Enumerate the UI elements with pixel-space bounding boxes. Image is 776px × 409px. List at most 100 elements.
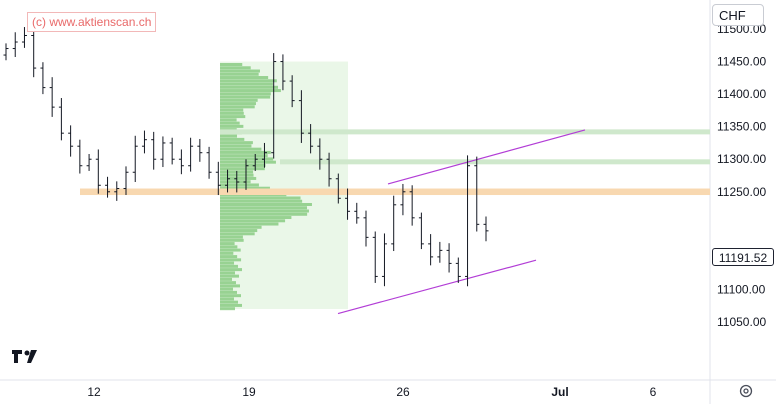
- volume-profile-bar: [220, 261, 235, 265]
- y-tick-label: 11050.00: [717, 315, 766, 329]
- x-tick-label: 19: [242, 385, 256, 399]
- candle: [95, 149, 101, 194]
- volume-profile-bar: [220, 79, 277, 83]
- volume-profile-bar: [220, 294, 241, 298]
- volume-profile-bar: [220, 137, 245, 141]
- volume-profile-bar: [220, 102, 256, 106]
- y-tick-label: 11300.00: [717, 152, 766, 166]
- candle: [335, 173, 341, 204]
- volume-profile-bar: [220, 121, 240, 125]
- volume-profile-bar: [220, 141, 253, 145]
- candle: [271, 53, 277, 159]
- candle: [86, 154, 92, 171]
- candle: [132, 135, 138, 183]
- volume-profile-bar: [220, 225, 262, 229]
- candle: [151, 131, 157, 170]
- volume-profile-bar: [220, 124, 244, 128]
- volume-profile-bar: [220, 229, 258, 233]
- candle: [400, 183, 406, 216]
- volume-profile-bar: [220, 277, 233, 281]
- candle: [21, 27, 27, 48]
- volume-profile-bar: [220, 150, 271, 154]
- volume-profile-bar: [220, 297, 234, 301]
- candle: [105, 176, 111, 198]
- currency-selector[interactable]: CHF: [712, 4, 764, 26]
- candle: [474, 156, 480, 232]
- volume-profile-bar: [220, 307, 235, 311]
- candle: [58, 98, 64, 141]
- volume-profile-bar: [220, 242, 235, 246]
- x-tick-label: 6: [650, 385, 657, 399]
- volume-profile-bar: [220, 248, 241, 252]
- candle: [363, 210, 369, 247]
- volume-profile-bar: [220, 255, 238, 259]
- volume-profile-bar: [220, 212, 308, 216]
- volume-profile-bar: [220, 216, 292, 220]
- volume-profile-bar: [220, 268, 243, 272]
- watermark: (c) www.aktienscan.ch: [27, 12, 157, 32]
- volume-profile-bar: [220, 108, 244, 112]
- candle: [483, 216, 489, 242]
- volume-profile-bar: [220, 183, 259, 187]
- volume-profile-bar: [220, 154, 268, 158]
- candle: [298, 90, 304, 143]
- candle: [68, 125, 74, 157]
- y-tick-label: 11400.00: [717, 87, 766, 101]
- volume-profile-bar: [220, 180, 251, 184]
- volume-profile-bar: [220, 69, 260, 73]
- candle: [123, 166, 129, 196]
- y-tick-label: 11450.00: [717, 55, 766, 69]
- candle: [317, 138, 323, 170]
- volume-profile-bar: [220, 245, 238, 249]
- candle: [243, 159, 249, 190]
- candle: [206, 146, 212, 179]
- candle: [114, 181, 120, 201]
- y-tick-label: 11100.00: [717, 282, 766, 296]
- volume-profile-bar: [220, 92, 271, 96]
- level-line: [280, 159, 710, 165]
- candle: [391, 195, 397, 252]
- volume-profile-bar: [220, 115, 246, 119]
- y-tick-label: 11350.00: [717, 120, 766, 134]
- volume-profile-bar: [220, 147, 262, 151]
- volume-profile-bar: [220, 232, 255, 236]
- candle: [169, 137, 175, 165]
- candle: [381, 233, 387, 287]
- candle: [3, 43, 9, 61]
- volume-profile-bar: [220, 72, 259, 76]
- volume-profile-bar: [220, 63, 243, 67]
- volume-profile-bar: [220, 105, 255, 109]
- candle: [188, 137, 194, 172]
- volume-profile-bar: [220, 118, 237, 122]
- volume-profile-bar: [220, 176, 257, 180]
- volume-profile-bar: [220, 111, 244, 115]
- volume-profile-bar: [220, 203, 312, 206]
- volume-profile-bar: [220, 251, 234, 255]
- volume-profile-bar: [220, 274, 240, 278]
- volume-profile-bar: [220, 144, 252, 148]
- volume-profile-bar: [220, 271, 236, 275]
- volume-profile-bar: [220, 199, 303, 203]
- volume-profile-bar: [220, 95, 271, 99]
- candle: [261, 142, 267, 168]
- volume-profile-bar: [220, 85, 278, 89]
- candle: [12, 32, 18, 57]
- channel-upper-line: [387, 129, 586, 185]
- resistance-zone: [80, 188, 710, 196]
- candle: [354, 202, 360, 224]
- level-line: [220, 129, 710, 135]
- candle: [280, 54, 286, 91]
- volume-profile-bar: [220, 163, 266, 167]
- candle: [437, 241, 443, 263]
- volume-profile-bar: [220, 222, 279, 226]
- volume-profile-bar: [220, 219, 286, 223]
- volume-profile-bar: [220, 235, 243, 239]
- volume-profile-bar: [220, 89, 281, 93]
- candle: [77, 139, 83, 174]
- tradingview-logo: [12, 350, 37, 363]
- candle: [372, 231, 378, 283]
- volume-profile-bar: [220, 281, 237, 285]
- gear-icon[interactable]: [738, 383, 754, 399]
